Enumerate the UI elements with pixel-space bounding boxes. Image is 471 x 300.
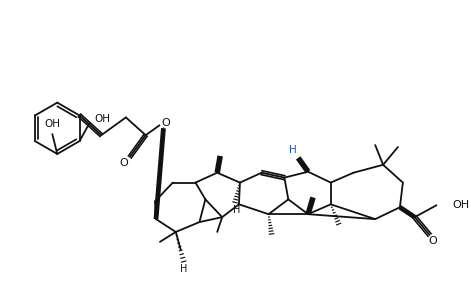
Text: OH: OH bbox=[452, 200, 469, 210]
Text: O: O bbox=[120, 158, 128, 168]
Text: O: O bbox=[428, 236, 437, 246]
Text: H: H bbox=[180, 265, 187, 275]
Text: O: O bbox=[161, 118, 170, 128]
Text: H: H bbox=[289, 145, 297, 155]
Text: OH: OH bbox=[44, 119, 60, 129]
Text: H: H bbox=[233, 205, 241, 215]
Text: OH: OH bbox=[94, 114, 110, 124]
